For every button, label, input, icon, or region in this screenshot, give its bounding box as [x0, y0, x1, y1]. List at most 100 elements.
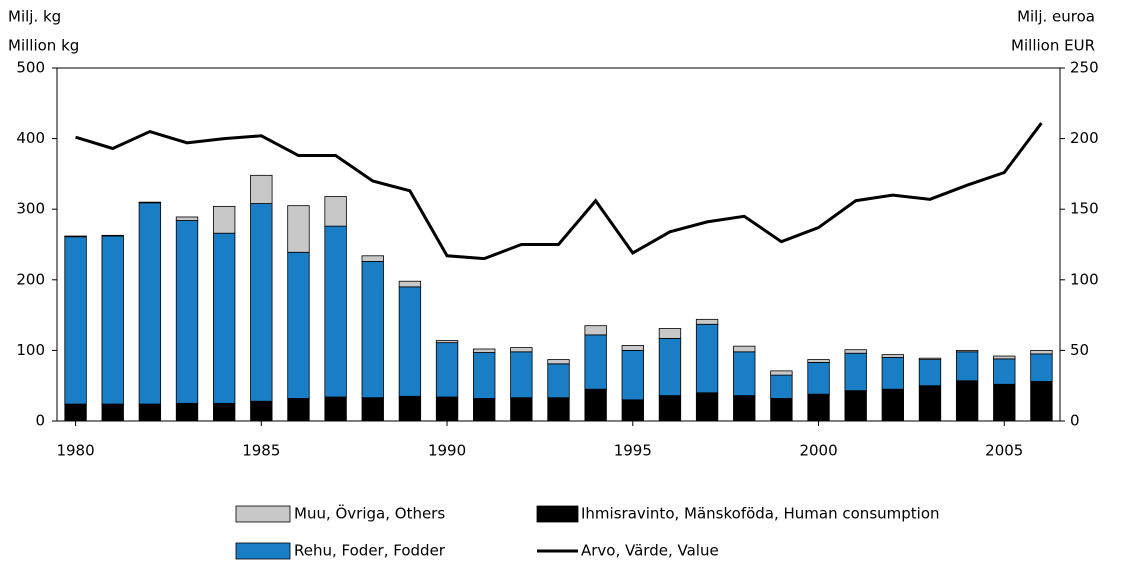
bar [844, 349, 867, 354]
bar [733, 345, 756, 353]
bar [695, 323, 719, 394]
bar [955, 349, 979, 353]
bar [510, 397, 533, 422]
bar [621, 345, 644, 351]
y-tick-label: 100 [16, 341, 45, 359]
y2-axis-title: Million EUR [1011, 37, 1095, 55]
bar [212, 205, 236, 234]
bar [324, 196, 347, 227]
bar [993, 355, 1016, 360]
bar [733, 351, 756, 396]
bar [807, 362, 830, 395]
bar [138, 201, 162, 204]
bar [770, 370, 793, 376]
bar [918, 357, 942, 360]
y-tick-label: 500 [16, 59, 45, 77]
bar [510, 351, 533, 399]
bar [64, 235, 87, 238]
bar [918, 359, 942, 387]
bar [695, 392, 719, 422]
bar [287, 398, 310, 422]
bar [361, 397, 384, 422]
bar [510, 347, 533, 353]
bar [473, 398, 496, 422]
bar [64, 236, 87, 405]
bar [175, 402, 199, 422]
legend-label: Muu, Övriga, Others [294, 504, 445, 523]
bar [993, 358, 1016, 385]
bar [955, 351, 979, 382]
x-tick-label: 2005 [985, 442, 1023, 460]
bar [844, 352, 867, 392]
bar [175, 220, 199, 404]
bar [733, 395, 756, 422]
bar [361, 261, 384, 399]
bar [1030, 349, 1053, 355]
line [75, 122, 1043, 261]
bar [398, 286, 422, 397]
x-tick-label: 1980 [56, 442, 94, 460]
bar [881, 388, 905, 422]
bar [435, 342, 459, 398]
bar [621, 399, 644, 422]
y-tick-label: 200 [16, 270, 45, 288]
y2-tick-label: 250 [1070, 59, 1099, 77]
x-tick-label: 2000 [799, 442, 837, 460]
bar [398, 395, 422, 422]
bar [138, 403, 162, 422]
bar [435, 396, 459, 422]
bar [175, 216, 199, 221]
y2-tick-label: 150 [1070, 200, 1099, 218]
bar [547, 359, 570, 365]
bar [547, 397, 570, 422]
x-tick-label: 1995 [614, 442, 652, 460]
y2-tick-label: 50 [1070, 341, 1089, 359]
bar [250, 203, 273, 402]
bar [955, 380, 979, 422]
bar [250, 400, 273, 422]
bar [324, 225, 347, 398]
bar [844, 390, 867, 422]
legend-label: Ihmisravinto, Mänskoföda, Human consumpt… [581, 505, 940, 523]
bar [1030, 381, 1053, 422]
bar [918, 385, 942, 422]
bar [1030, 353, 1053, 382]
y-tick-label: 0 [35, 412, 45, 430]
bar [770, 398, 793, 422]
bar [250, 174, 273, 204]
bar [547, 363, 570, 399]
y-tick-label: 400 [16, 129, 45, 147]
bar [101, 235, 124, 405]
bar [398, 280, 422, 288]
bar [584, 334, 607, 390]
bar [64, 403, 87, 422]
bar [324, 396, 347, 422]
y2-axis-title: Milj. euroa [1017, 8, 1095, 26]
bar [881, 357, 905, 390]
bar [621, 349, 644, 401]
x-tick-label: 1985 [242, 442, 280, 460]
bar [287, 251, 310, 399]
bar [658, 395, 682, 422]
bar [881, 354, 905, 358]
bar [993, 383, 1016, 422]
y-axis-title: Million kg [8, 37, 79, 55]
bar [101, 234, 124, 237]
bar [138, 202, 162, 405]
bar [212, 402, 236, 422]
bar [770, 374, 793, 399]
bar [212, 232, 236, 404]
bar [807, 393, 830, 422]
bar [658, 328, 682, 339]
legend-label: Rehu, Foder, Fodder [294, 542, 446, 560]
x-tick-label: 1990 [428, 442, 466, 460]
bar [584, 388, 607, 422]
bar [361, 255, 384, 262]
bar [473, 352, 496, 399]
bar [435, 340, 459, 344]
bar [473, 348, 496, 353]
y-axis-title: Milj. kg [8, 8, 61, 26]
y2-tick-label: 200 [1070, 129, 1099, 147]
bar [807, 359, 830, 363]
